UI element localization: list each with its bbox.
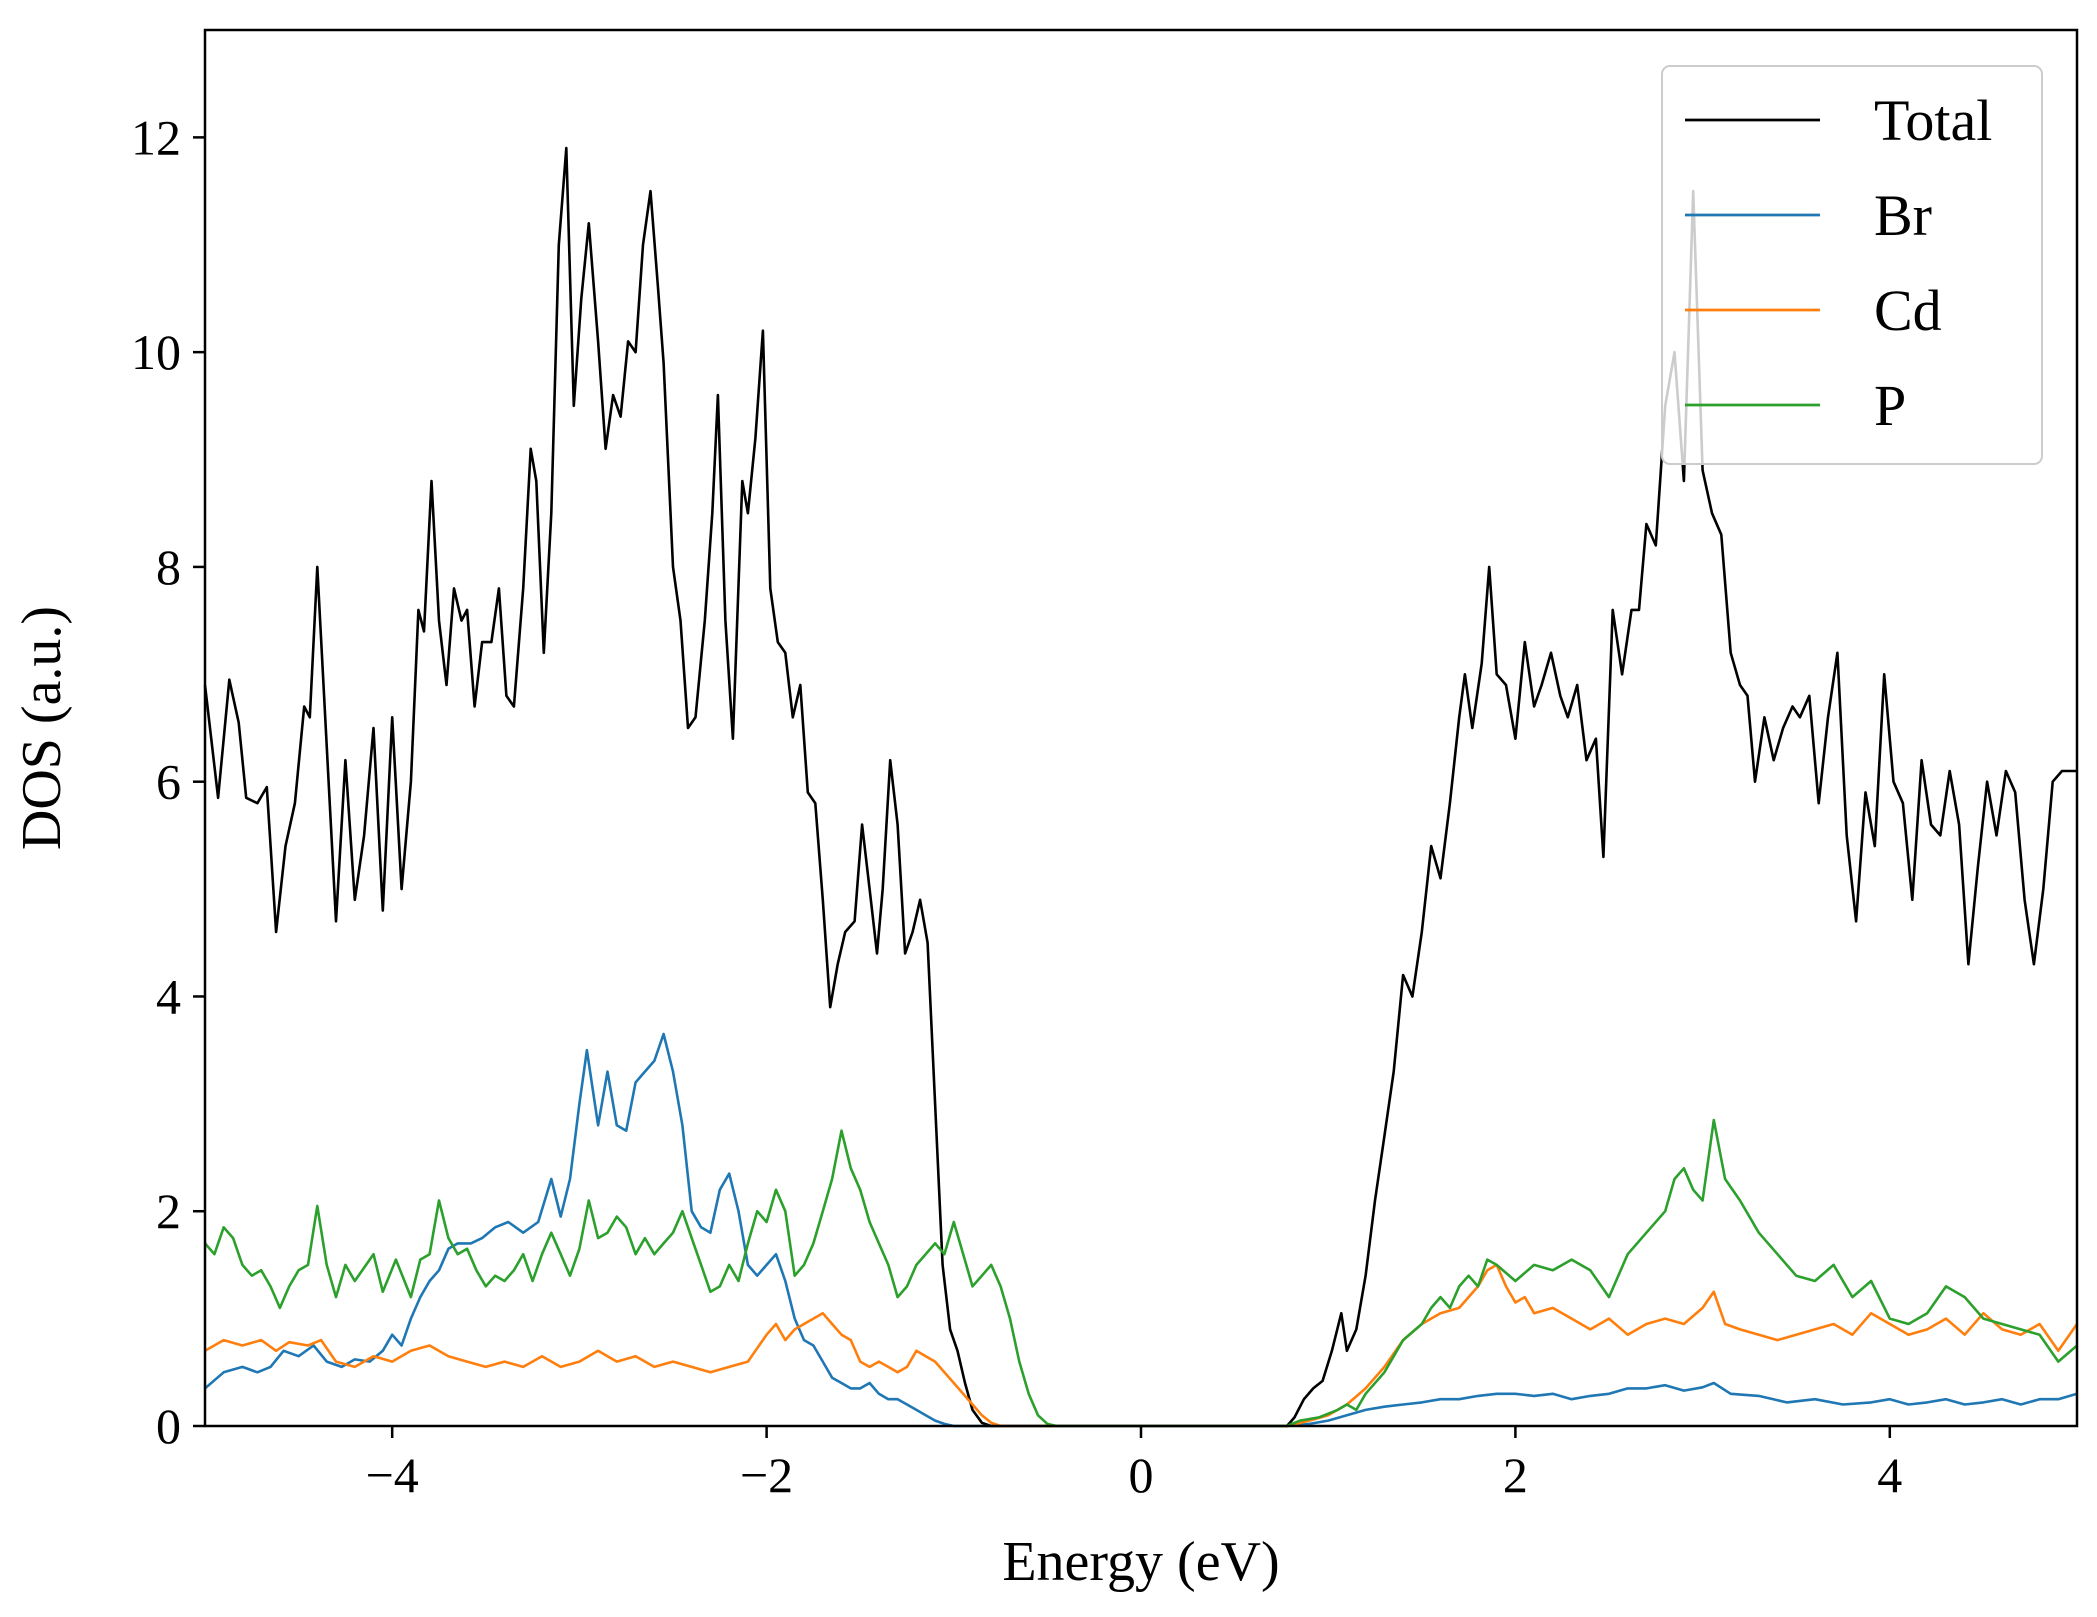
y-tick-label: 2	[156, 1183, 181, 1239]
x-tick-label: −2	[740, 1447, 793, 1503]
legend-label-total: Total	[1874, 88, 1992, 153]
legend-label-p: P	[1874, 373, 1906, 438]
y-axis-ticks: 0 2 4 6 8 10 12	[131, 109, 205, 1454]
y-tick-label: 4	[156, 968, 181, 1024]
series-line-br	[204, 1032, 2078, 1428]
y-tick-label: 0	[156, 1398, 181, 1454]
x-axis-label: Energy (eV)	[1002, 1531, 1279, 1593]
series-line-cd	[204, 1263, 2079, 1428]
y-axis-label: DOS (a.u.)	[11, 606, 73, 850]
legend: Total Br Cd P	[1661, 65, 2043, 465]
x-tick-label: −4	[366, 1447, 419, 1503]
series-line-p	[204, 1118, 2078, 1428]
legend-box	[1661, 65, 2043, 465]
legend-label-cd: Cd	[1874, 278, 1942, 343]
x-tick-label: 4	[1877, 1447, 1902, 1503]
legend-label-br: Br	[1874, 183, 1932, 248]
y-tick-label: 10	[131, 324, 181, 380]
x-tick-label: 0	[1129, 1447, 1154, 1503]
y-tick-label: 12	[131, 109, 181, 165]
y-tick-label: 8	[156, 539, 181, 595]
y-tick-label: 6	[156, 754, 181, 810]
x-tick-label: 2	[1503, 1447, 1528, 1503]
series-line-total	[203, 146, 2077, 1428]
x-axis-ticks: −4 −2 0 2 4	[366, 1426, 1902, 1503]
series-layer	[203, 146, 2079, 1428]
